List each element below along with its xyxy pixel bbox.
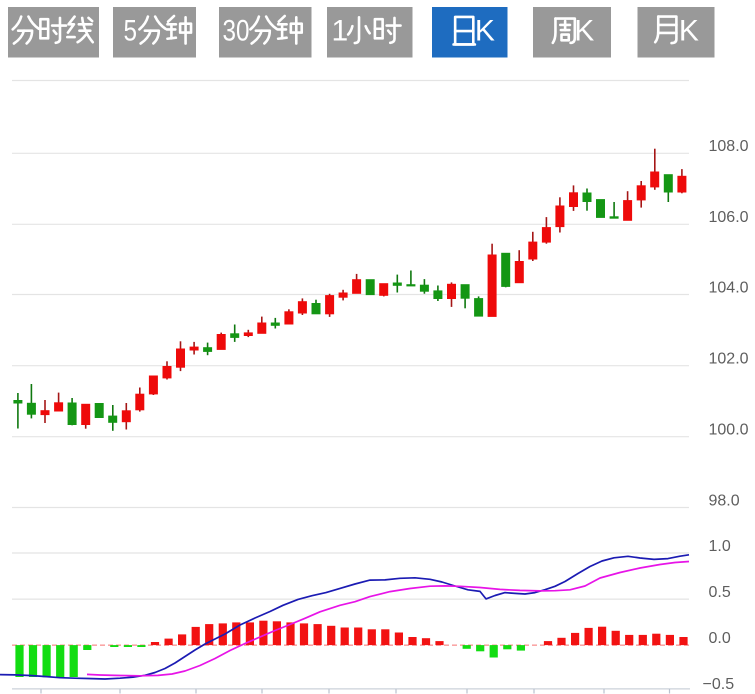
svg-text:K: K xyxy=(475,15,495,48)
svg-text:K: K xyxy=(679,15,699,48)
svg-text:0.0: 0.0 xyxy=(709,630,731,647)
svg-text:100.0: 100.0 xyxy=(709,422,749,439)
svg-text:108.0: 108.0 xyxy=(709,138,749,155)
svg-text:1.0: 1.0 xyxy=(709,538,731,555)
svg-text:30: 30 xyxy=(223,15,250,48)
svg-text:1: 1 xyxy=(332,15,349,48)
svg-text:0.5: 0.5 xyxy=(709,584,731,601)
svg-text:102.0: 102.0 xyxy=(709,351,749,368)
svg-text:−0.5: −0.5 xyxy=(703,676,735,693)
svg-text:K: K xyxy=(574,15,594,48)
svg-text:5: 5 xyxy=(124,15,138,48)
svg-text:104.0: 104.0 xyxy=(709,279,749,296)
svg-text:98.0: 98.0 xyxy=(709,492,740,509)
svg-text:106.0: 106.0 xyxy=(709,209,749,226)
